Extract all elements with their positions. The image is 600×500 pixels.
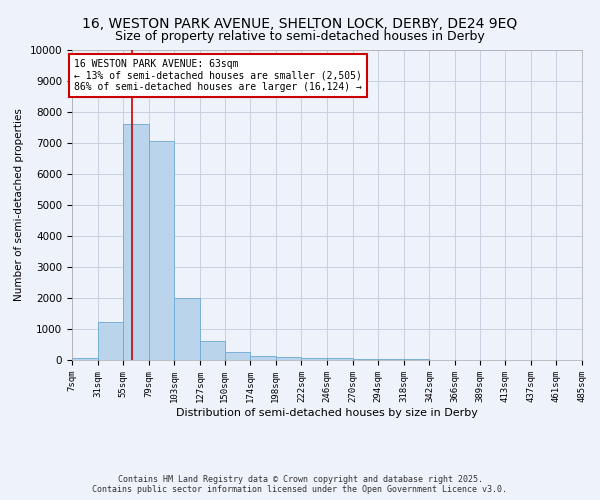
Text: Contains HM Land Registry data © Crown copyright and database right 2025.
Contai: Contains HM Land Registry data © Crown c… [92,474,508,494]
Bar [149,142,175,360]
Bar [276,357,301,360]
Bar [72,358,98,360]
Bar [327,358,353,360]
Bar [378,359,404,360]
X-axis label: Distribution of semi-detached houses by size in Derby: Distribution of semi-detached houses by … [176,408,478,418]
Bar [98,322,123,360]
Bar [224,352,250,360]
Text: 16 WESTON PARK AVENUE: 63sqm
← 13% of semi-detached houses are smaller (2,505)
8: 16 WESTON PARK AVENUE: 63sqm ← 13% of se… [74,60,362,92]
Bar [123,124,149,360]
Bar [353,359,378,360]
Y-axis label: Number of semi-detached properties: Number of semi-detached properties [14,108,24,302]
Text: 16, WESTON PARK AVENUE, SHELTON LOCK, DERBY, DE24 9EQ: 16, WESTON PARK AVENUE, SHELTON LOCK, DE… [82,18,518,32]
Bar [250,356,276,360]
Bar [175,298,200,360]
Bar [200,342,224,360]
Bar [301,358,327,360]
Text: Size of property relative to semi-detached houses in Derby: Size of property relative to semi-detach… [115,30,485,43]
